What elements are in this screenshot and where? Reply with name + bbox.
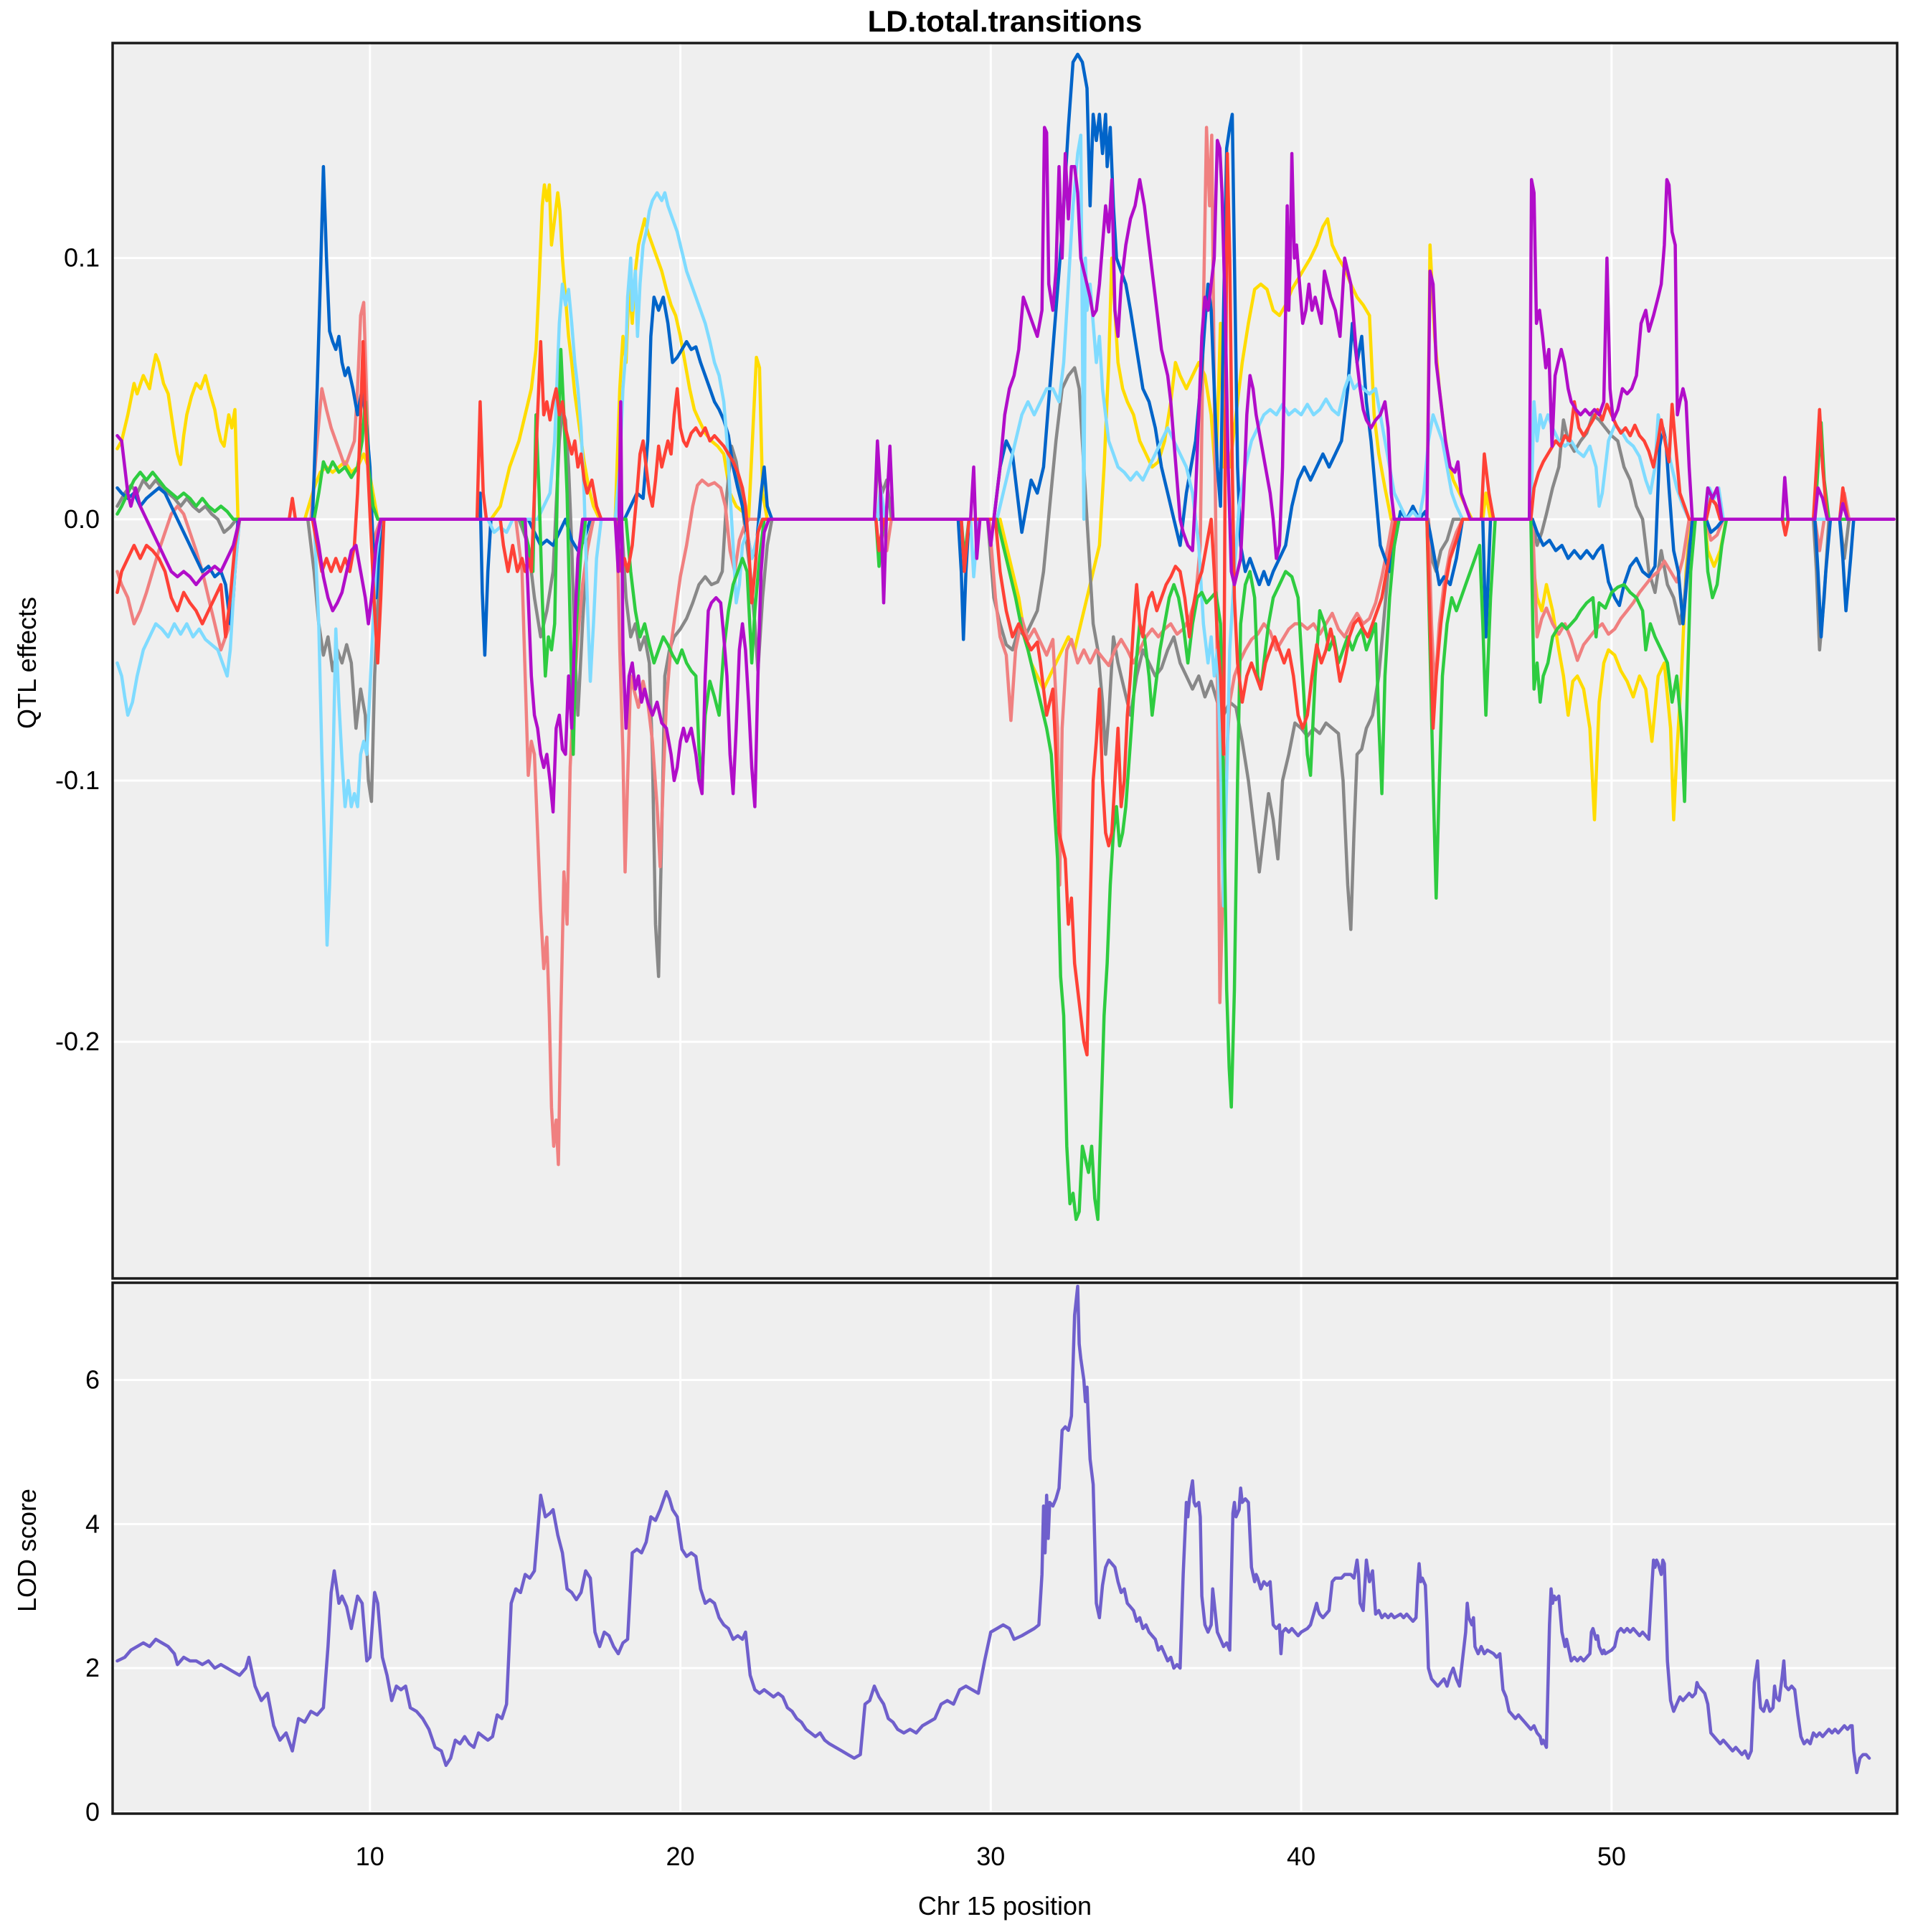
series-light_blue xyxy=(115,133,1871,947)
qtl-effect-curves xyxy=(115,52,1896,1221)
series-gray xyxy=(115,366,1871,979)
page-title: LD.total.transitions xyxy=(867,4,1143,38)
series-green xyxy=(115,347,1871,1221)
y-tick-label: -0.2 xyxy=(55,1027,100,1056)
y-tick-label: 0.1 xyxy=(64,243,100,273)
qtl-effects-panel-border xyxy=(111,42,1899,1280)
qtl-effects-axis-label: QTL effects xyxy=(12,596,42,730)
y-tick-label: 0 xyxy=(85,1797,100,1827)
qtl-effects-panel: 0.1 0.0 -0.1 -0.2 xyxy=(55,42,1899,1280)
lod-panel-border xyxy=(111,1281,1899,1815)
lod-panel-y-tick-labels: 6 4 2 0 xyxy=(85,1365,100,1827)
qtl-effects-panel-background xyxy=(113,43,1897,1278)
series-purple xyxy=(115,126,1896,814)
lod-panel: 6 4 2 0 xyxy=(85,1281,1899,1827)
qtl-effects-panel-y-tick-labels: 0.1 0.0 -0.1 -0.2 xyxy=(55,243,100,1056)
y-tick-label: 6 xyxy=(85,1365,100,1395)
x-tick-label: 20 xyxy=(666,1842,695,1871)
x-tick-label: 30 xyxy=(976,1842,1005,1871)
y-tick-label: 4 xyxy=(85,1509,100,1538)
y-tick-label: -0.1 xyxy=(55,765,100,795)
lod-curve xyxy=(115,1284,1871,1775)
x-axis-label: Chr 15 position xyxy=(917,1891,1092,1921)
x-tick-label: 10 xyxy=(356,1842,384,1871)
lod-score-axis-label: LOD score xyxy=(12,1488,42,1613)
y-tick-label: 0.0 xyxy=(64,504,100,534)
x-tick-labels: 10 20 30 40 50 xyxy=(356,1842,1626,1871)
lod-panel-background xyxy=(113,1283,1897,1814)
series-lod xyxy=(115,1284,1871,1775)
x-tick-label: 50 xyxy=(1597,1842,1626,1871)
y-tick-label: 2 xyxy=(85,1653,100,1682)
x-tick-label: 40 xyxy=(1287,1842,1315,1871)
gridlines xyxy=(113,1283,1897,1814)
series-dark_blue xyxy=(115,52,1871,657)
